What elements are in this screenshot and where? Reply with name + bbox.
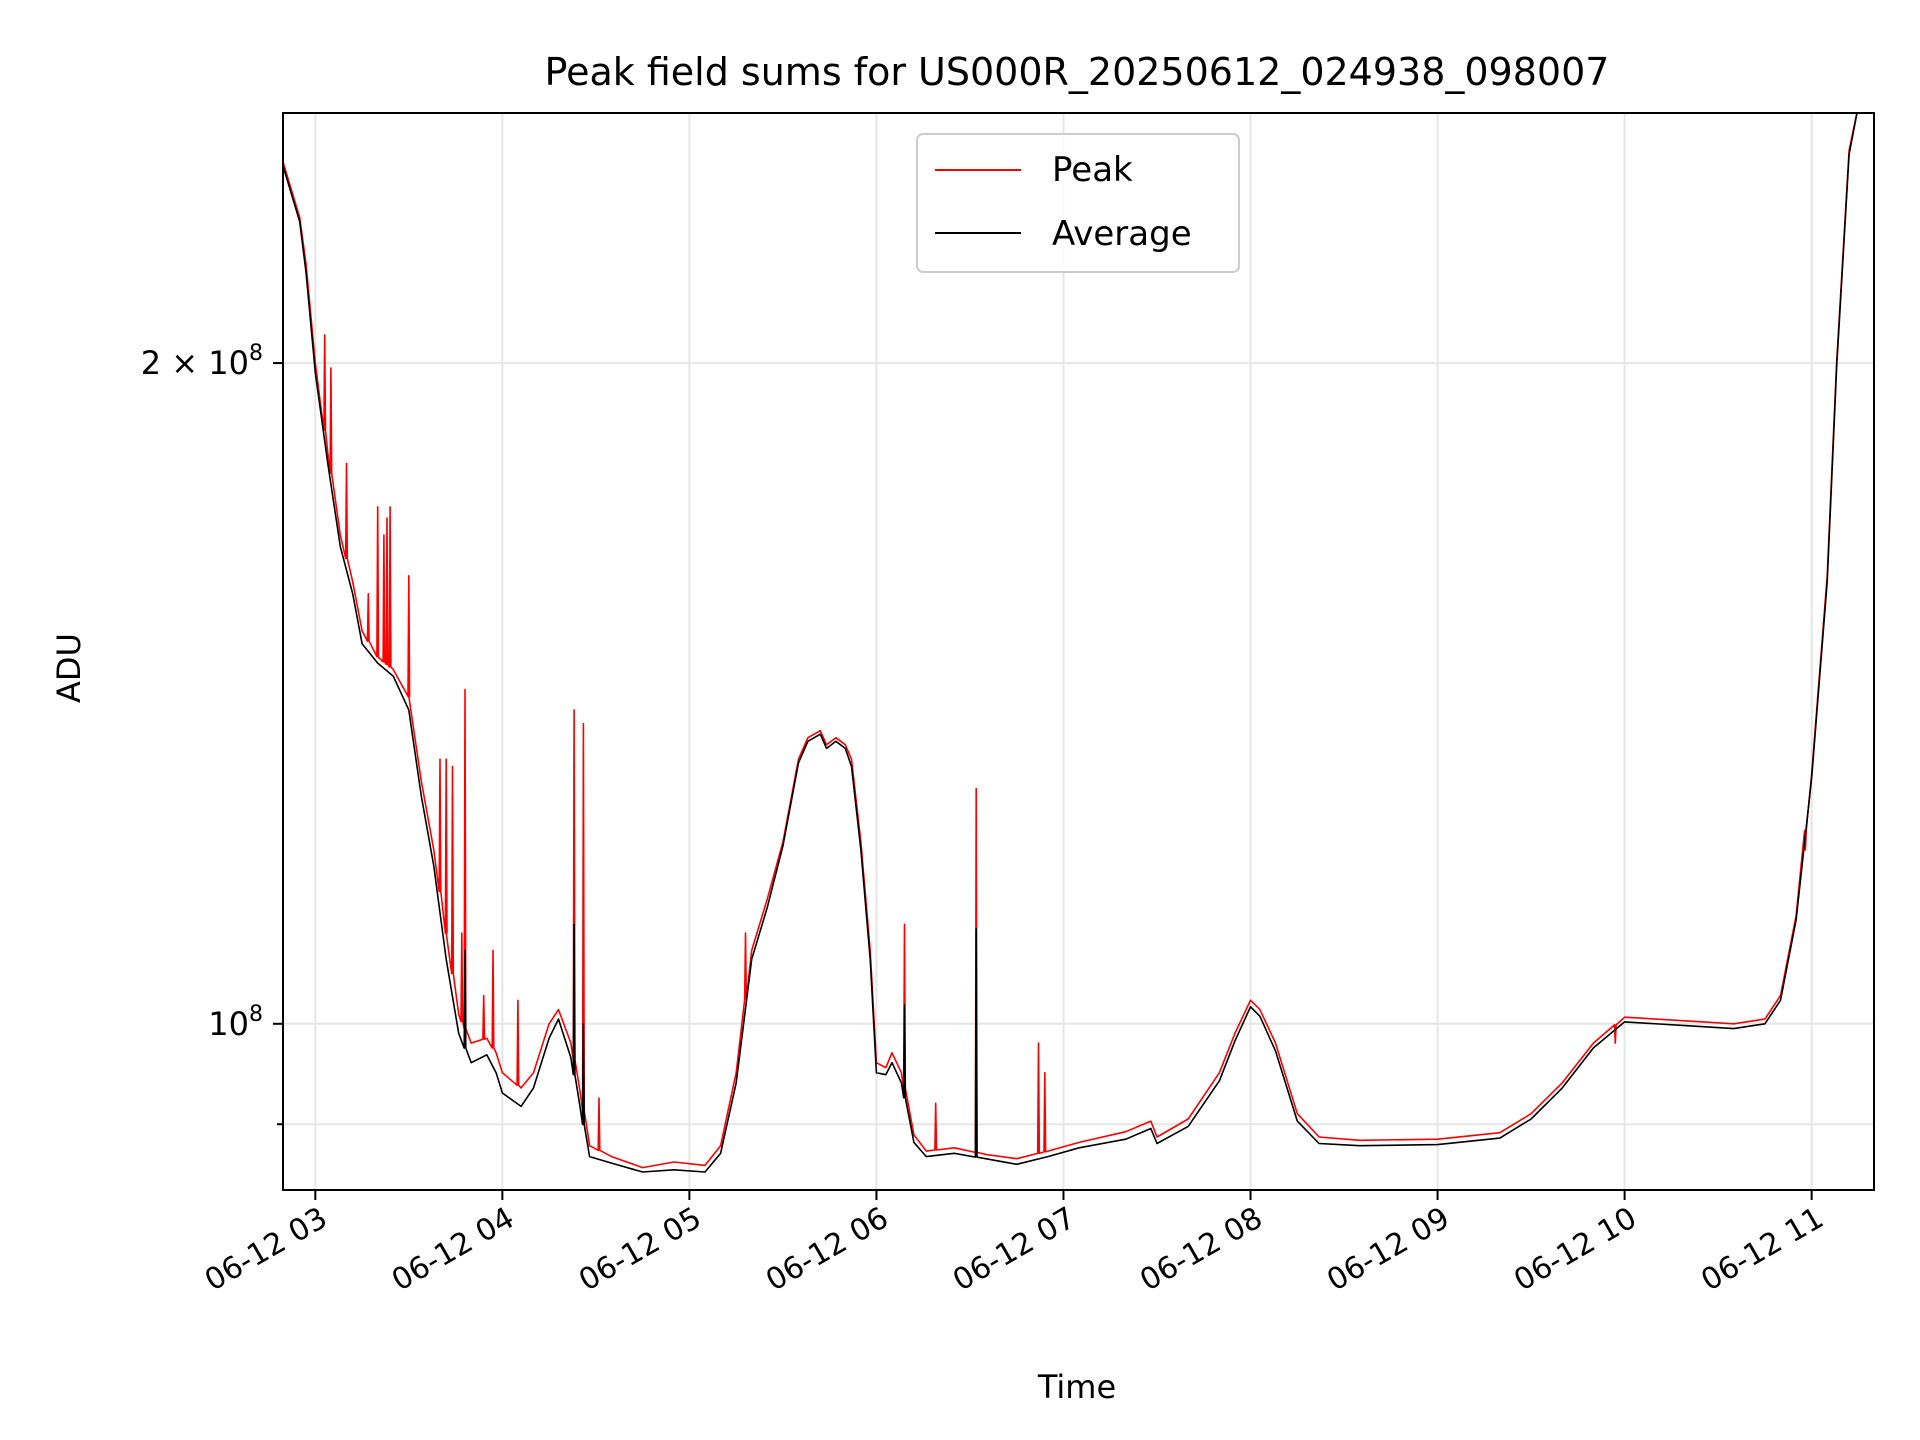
series-layer [283,113,1858,1173]
y-axis-label: ADU [50,633,88,703]
x-axis-ticks: 06-12 03 06-12 04 06-12 05 06-12 06 06-12 07… [199,1190,1830,1298]
plot-area-frame [282,112,1875,1191]
series-line-average [283,113,1858,1173]
x-tick-label: 06-12 04 [386,1201,520,1299]
legend: Peak Average [916,133,1240,273]
grid [283,113,1874,1190]
series-peak [283,113,1858,1169]
legend-box [916,133,1240,273]
x-tick-label: 06-12 05 [573,1201,707,1299]
series-line-peak [283,113,1858,1169]
x-tick-label: 06-12 11 [1695,1201,1829,1299]
x-axis-label: Time [1037,1368,1116,1406]
legend-label-average: Average [1052,214,1192,254]
series-average [283,113,1858,1173]
x-tick-label: 06-12 06 [760,1201,894,1299]
x-tick-label: 06-12 08 [1134,1201,1268,1299]
chart-title: Peak field sums for US000R_20250612_0249… [545,50,1610,94]
legend-label-peak: Peak [1052,150,1133,190]
x-tick-label: 06-12 03 [199,1201,333,1299]
y-tick-label: 2 × 108 [141,341,263,382]
x-tick-label: 06-12 09 [1321,1201,1455,1299]
y-axis-ticks: 108 2 × 108 [141,341,283,1126]
x-tick-label: 06-12 10 [1508,1201,1642,1299]
y-tick-label: 108 [208,1002,263,1043]
x-tick-label: 06-12 07 [947,1201,1081,1299]
